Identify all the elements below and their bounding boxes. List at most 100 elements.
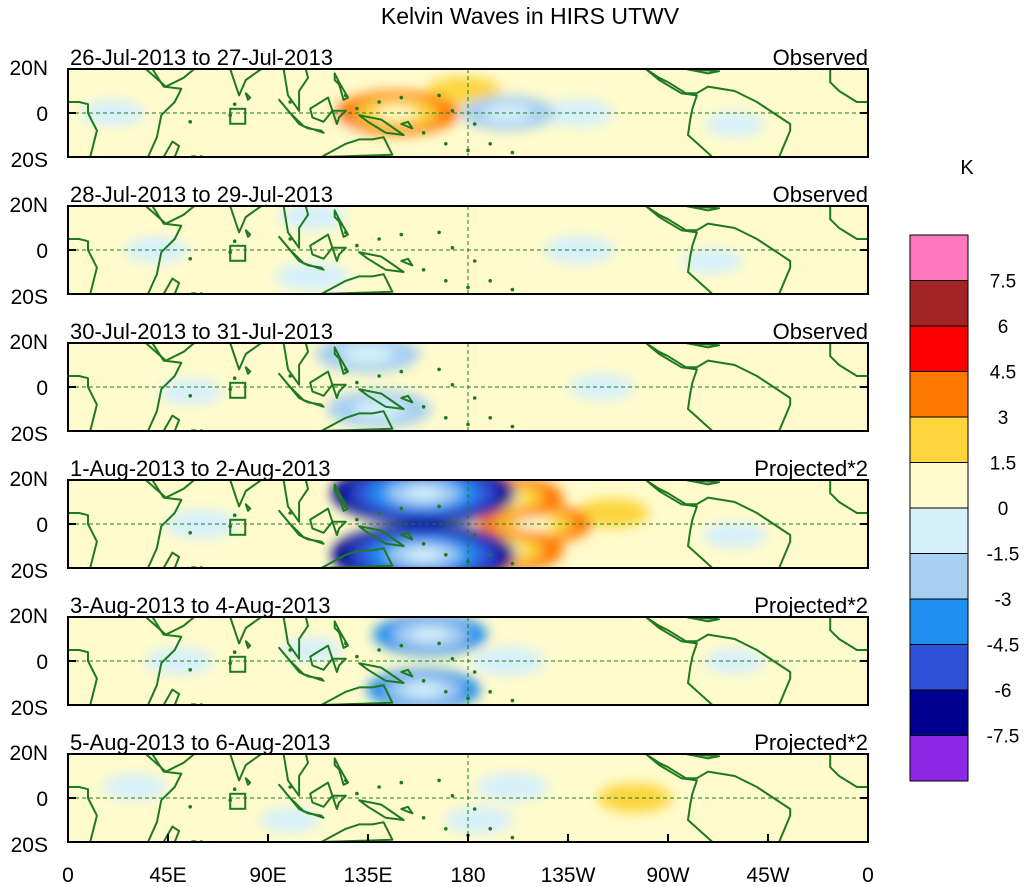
colorbar-tick-label: -3 (995, 590, 1012, 611)
island (472, 807, 477, 811)
latitude-label: 0 (36, 377, 48, 400)
island (377, 648, 381, 652)
coastline (400, 805, 414, 815)
coastline (302, 399, 325, 408)
anomaly-blob (478, 139, 547, 157)
coastline (282, 206, 309, 249)
coastline (302, 810, 325, 819)
panel-map (68, 617, 868, 705)
coastline (320, 273, 394, 294)
panel-6: 5-Aug-2013 to 6-Aug-2013 Projected*2 20N 0 2… (9, 730, 869, 857)
region-box (229, 655, 247, 673)
coastline (333, 757, 349, 786)
latitude-label: 20N (9, 331, 48, 354)
coastline (331, 794, 347, 810)
island (344, 93, 348, 98)
coastline (68, 617, 183, 705)
island (188, 257, 192, 261)
island (421, 131, 426, 135)
coastline (162, 688, 181, 705)
island (399, 95, 404, 100)
colorbar-tick-label: 7.5 (990, 272, 1016, 293)
island (288, 785, 293, 789)
anomaly-blob (145, 647, 214, 675)
island (344, 367, 348, 372)
anomaly-blob (426, 76, 501, 106)
longitude-label: 0 (62, 864, 74, 887)
coastlines (68, 480, 868, 568)
island (232, 376, 237, 381)
coastline (320, 684, 394, 705)
panel-2: 28-Jul-2013 to 29-Jul-2013 Observed 20N 0 20… (9, 182, 869, 309)
anomaly-blob (543, 635, 616, 665)
latitude-label: 20S (11, 423, 48, 446)
panel-kind: Observed (773, 45, 868, 70)
island (510, 150, 515, 155)
island (188, 668, 192, 672)
longitude-axis: 0 45E 90E 135E 180 135W 90W 45W 0 (62, 834, 874, 887)
anomaly-field (80, 76, 765, 157)
island (472, 259, 477, 263)
coastline (644, 617, 792, 705)
panel-date-range: 26-Jul-2013 to 27-Jul-2013 (70, 45, 333, 70)
coastline (829, 206, 868, 240)
coastline (684, 343, 721, 349)
panel-map (68, 69, 868, 157)
coastline (144, 480, 196, 499)
coastline (358, 251, 405, 273)
figure-title: Kelvin Waves in HIRS UTWV (381, 3, 680, 29)
coastline (358, 388, 405, 410)
coastline (829, 69, 868, 103)
anomaly-blob (432, 361, 504, 391)
coastline (829, 617, 868, 651)
panel-5: 3-Aug-2013 to 4-Aug-2013 Projected*2 20N 0 2… (9, 593, 869, 720)
anomaly-blob (702, 522, 767, 548)
island (399, 780, 404, 785)
longitude-label: 135W (541, 864, 596, 887)
panel-3: 30-Jul-2013 to 31-Jul-2013 Observed 20N 0 20… (9, 319, 869, 446)
coastlines (68, 754, 868, 842)
latitude-label: 0 (36, 240, 48, 263)
coastline (644, 480, 792, 568)
latitude-label: 20N (9, 57, 48, 80)
island (437, 230, 441, 235)
island (421, 679, 426, 683)
island (472, 122, 477, 126)
coastline (309, 507, 334, 534)
coastline (144, 754, 196, 773)
latitude-label: 20N (9, 194, 48, 217)
anomaly-blob (278, 206, 347, 231)
anomaly-blob (515, 517, 554, 531)
island (188, 394, 192, 398)
anomaly-blob (102, 774, 167, 800)
panel-date-range: 28-Jul-2013 to 29-Jul-2013 (70, 182, 333, 207)
panel-4: 1-Aug-2013 to 2-Aug-2013 Projected*2 20N 0 2… (9, 456, 869, 583)
island (437, 778, 441, 783)
colorbar-tick-label: -6 (995, 681, 1012, 702)
coastline (68, 480, 183, 568)
latitude-label: 20S (11, 834, 48, 857)
island (399, 369, 404, 374)
anomaly-blob (474, 384, 542, 412)
panel-date-range: 1-Aug-2013 to 2-Aug-2013 (70, 456, 331, 481)
colorbar-unit: K (960, 157, 974, 179)
coastline (400, 120, 414, 130)
coastline (684, 206, 721, 212)
panel-kind: Observed (773, 182, 868, 207)
colorbar-box (909, 416, 969, 463)
colorbar-box (909, 507, 969, 554)
coastline (68, 754, 183, 842)
coastline (829, 754, 868, 788)
panel-date-range: 5-Aug-2013 to 6-Aug-2013 (70, 730, 331, 755)
island (288, 648, 293, 652)
coastline (309, 96, 334, 123)
anomaly-blob (660, 363, 721, 389)
island (355, 791, 359, 796)
coastline (309, 370, 334, 397)
coastline (282, 69, 309, 112)
colorbar: K 7.5 6 4.5 3 1.5 0 -1.5 -3 -4.5 -6 -7.5 (909, 157, 1019, 782)
anomaly-blob (376, 105, 418, 121)
longitude-label: 90E (249, 864, 286, 887)
colorbar-tick-label: 4.5 (990, 363, 1016, 384)
coastline (333, 620, 349, 649)
